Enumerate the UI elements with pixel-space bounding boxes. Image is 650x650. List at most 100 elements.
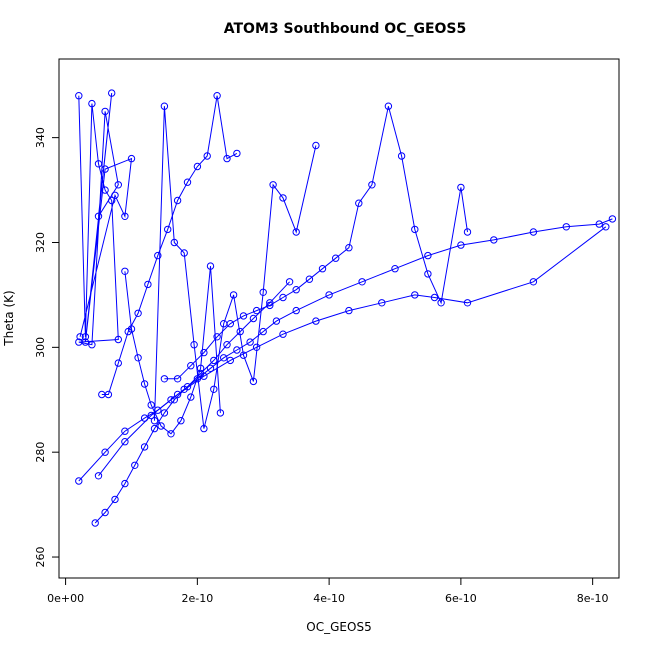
data-point xyxy=(216,409,225,417)
data-point xyxy=(249,377,258,386)
data-point xyxy=(75,92,83,100)
data-point xyxy=(252,343,261,351)
data-point xyxy=(210,356,218,365)
data-point xyxy=(279,330,287,338)
plot-points xyxy=(75,89,617,527)
x-tick-label: 4e-10 xyxy=(313,592,345,605)
data-point xyxy=(206,262,215,270)
data-point xyxy=(114,335,123,344)
data-point xyxy=(167,396,175,404)
data-point xyxy=(602,223,610,231)
data-point xyxy=(229,291,238,299)
data-point xyxy=(457,241,465,249)
data-point xyxy=(81,333,90,341)
data-point xyxy=(154,251,162,260)
data-point xyxy=(246,338,254,346)
data-point xyxy=(94,472,103,480)
series-line-4 xyxy=(78,93,133,346)
data-point xyxy=(88,341,96,349)
series-line-6 xyxy=(124,266,221,435)
data-point xyxy=(160,375,169,383)
data-point xyxy=(134,309,142,317)
data-point xyxy=(187,393,195,401)
data-point xyxy=(608,215,617,223)
data-point xyxy=(173,196,182,205)
data-point xyxy=(127,325,136,333)
data-point xyxy=(157,422,165,430)
data-point xyxy=(75,477,83,485)
data-point xyxy=(193,162,202,171)
y-tick-label: 260 xyxy=(34,547,47,568)
data-point xyxy=(88,99,96,108)
data-point xyxy=(160,409,169,417)
data-point xyxy=(424,251,432,260)
data-point xyxy=(121,212,129,221)
data-point xyxy=(173,390,182,399)
x-tick-label: 0e+00 xyxy=(47,592,84,605)
data-point xyxy=(213,333,221,341)
data-point xyxy=(457,183,465,192)
data-point xyxy=(76,333,84,341)
data-point xyxy=(101,186,109,194)
data-point xyxy=(424,270,432,278)
data-point xyxy=(203,152,211,160)
data-point xyxy=(101,165,109,173)
data-point xyxy=(463,228,472,236)
x-tick-label: 8e-10 xyxy=(577,592,609,605)
data-point xyxy=(160,102,169,110)
data-point xyxy=(180,249,188,257)
data-point xyxy=(233,149,241,158)
data-point xyxy=(114,181,123,189)
data-point xyxy=(355,199,363,207)
data-point xyxy=(183,178,192,186)
data-point xyxy=(252,306,261,315)
data-point xyxy=(272,317,281,325)
data-point xyxy=(108,196,116,205)
data-point xyxy=(94,160,103,168)
data-point xyxy=(140,414,149,422)
data-point xyxy=(121,427,129,435)
x-tick-label: 2e-10 xyxy=(181,592,213,605)
data-point xyxy=(249,314,258,323)
data-point xyxy=(325,291,333,299)
data-point xyxy=(104,390,113,399)
data-point xyxy=(183,383,192,391)
data-point xyxy=(121,438,129,446)
data-point xyxy=(384,102,393,110)
data-point xyxy=(127,154,136,163)
data-point xyxy=(187,362,195,370)
data-point xyxy=(193,375,202,383)
series-line-2 xyxy=(98,226,607,477)
y-tick-label: 340 xyxy=(34,127,47,148)
data-point xyxy=(345,244,353,252)
data-point xyxy=(131,461,139,469)
data-point xyxy=(101,107,109,116)
data-point xyxy=(164,225,172,234)
data-point xyxy=(108,89,116,97)
data-point xyxy=(196,364,205,372)
data-point xyxy=(236,327,244,336)
data-point xyxy=(167,430,175,438)
data-point xyxy=(147,401,155,409)
y-tick-label: 300 xyxy=(34,337,47,358)
data-point xyxy=(437,299,445,307)
y-tick-label: 320 xyxy=(34,232,47,253)
data-point xyxy=(121,479,129,488)
data-point xyxy=(144,280,152,289)
series-line-5 xyxy=(101,95,238,395)
data-point xyxy=(196,369,205,378)
data-point xyxy=(226,320,235,328)
data-point xyxy=(134,354,142,362)
data-point xyxy=(147,411,155,420)
x-axis-label: OC_GEOS5 xyxy=(306,620,371,634)
data-point xyxy=(292,228,300,236)
data-point xyxy=(154,406,162,414)
data-point xyxy=(140,443,149,451)
data-point xyxy=(220,354,228,362)
data-point xyxy=(140,380,149,388)
data-point xyxy=(332,254,340,262)
x-tick-label: 6e-10 xyxy=(445,592,477,605)
data-point xyxy=(292,306,300,315)
data-point xyxy=(266,301,274,310)
